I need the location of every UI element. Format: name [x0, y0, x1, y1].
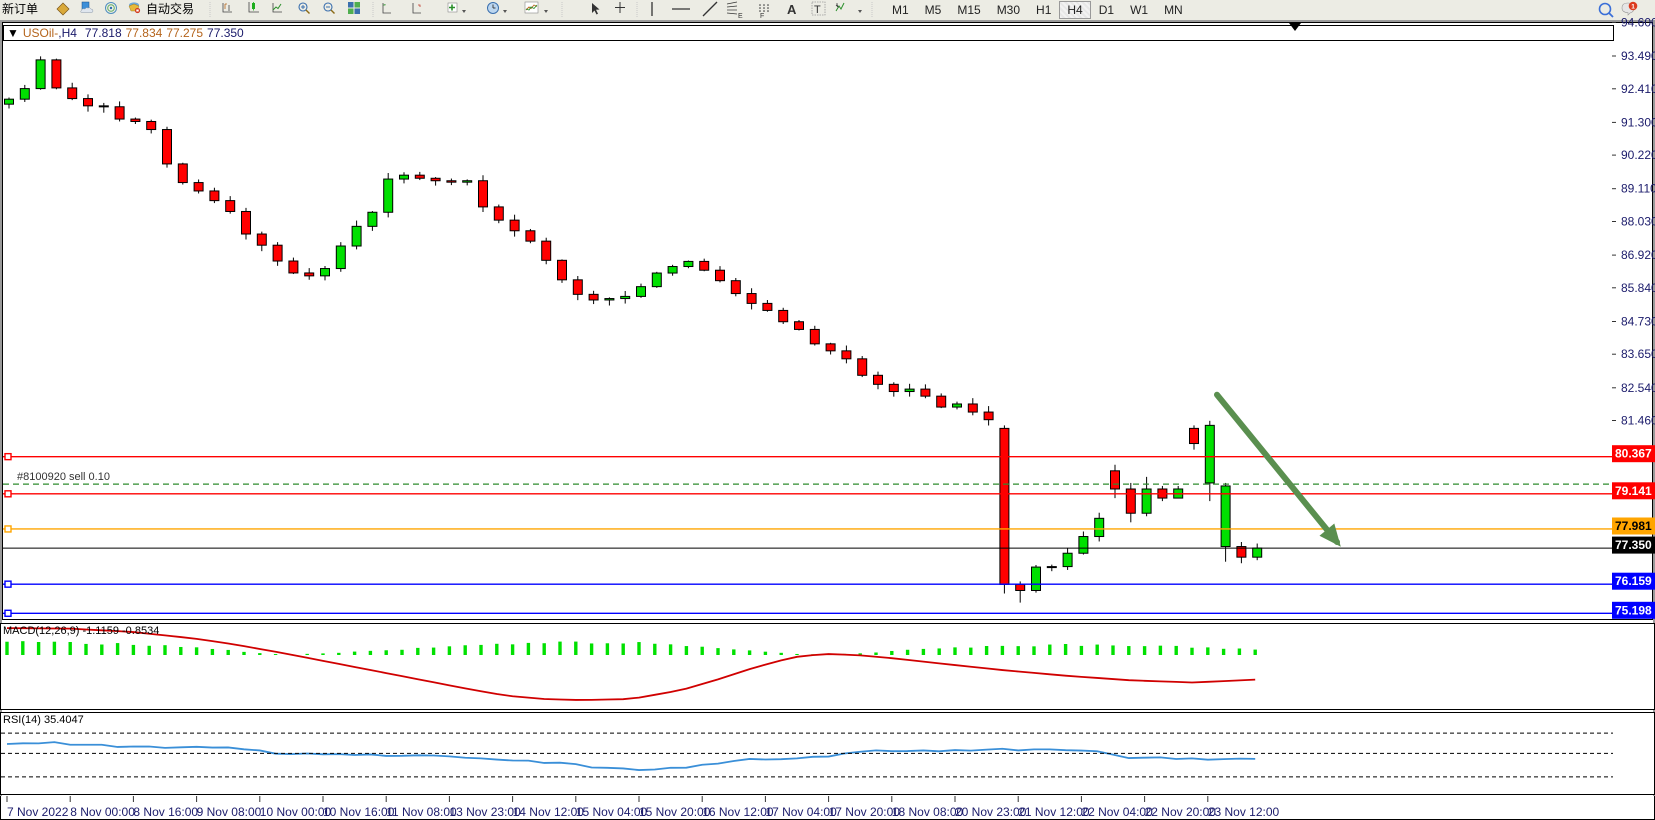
- svg-text:15 Nov 20:00: 15 Nov 20:00: [639, 805, 711, 819]
- svg-text:23 Nov 12:00: 23 Nov 12:00: [1208, 805, 1280, 819]
- svg-text:18 Nov 08:00: 18 Nov 08:00: [892, 805, 964, 819]
- svg-text:16 Nov 12:00: 16 Nov 12:00: [702, 805, 774, 819]
- svg-text:22 Nov 04:00: 22 Nov 04:00: [1081, 805, 1153, 819]
- svg-text:10 Nov 00:00: 10 Nov 00:00: [260, 805, 332, 819]
- svg-text:75.198: 75.198: [1615, 603, 1652, 617]
- svg-text:20 Nov 23:00: 20 Nov 23:00: [955, 805, 1027, 819]
- svg-text:82.540: 82.540: [1621, 381, 1655, 395]
- svg-text:81.460: 81.460: [1621, 414, 1655, 428]
- svg-text:89.110: 89.110: [1621, 182, 1655, 196]
- svg-text:83.650: 83.650: [1621, 347, 1655, 361]
- svg-text:7 Nov 2022: 7 Nov 2022: [7, 805, 69, 819]
- svg-text:21 Nov 12:00: 21 Nov 12:00: [1018, 805, 1090, 819]
- svg-text:93.490: 93.490: [1621, 49, 1655, 63]
- svg-text:92.410: 92.410: [1621, 82, 1655, 96]
- svg-text:91.300: 91.300: [1621, 115, 1655, 129]
- svg-text:9 Nov 08:00: 9 Nov 08:00: [197, 805, 262, 819]
- svg-text:86.920: 86.920: [1621, 248, 1655, 262]
- svg-text:22 Nov 20:00: 22 Nov 20:00: [1145, 805, 1217, 819]
- svg-text:77.981: 77.981: [1615, 519, 1652, 533]
- svg-text:15 Nov 04:00: 15 Nov 04:00: [576, 805, 648, 819]
- svg-text:77.350: 77.350: [1615, 538, 1652, 552]
- svg-text:88.030: 88.030: [1621, 215, 1655, 229]
- svg-text:11 Nov 08:00: 11 Nov 08:00: [386, 805, 457, 819]
- svg-text:8 Nov 16:00: 8 Nov 16:00: [133, 805, 198, 819]
- svg-text:14 Nov 12:00: 14 Nov 12:00: [513, 805, 585, 819]
- svg-text:8 Nov 00:00: 8 Nov 00:00: [70, 805, 135, 819]
- svg-text:17 Nov 04:00: 17 Nov 04:00: [765, 805, 837, 819]
- svg-text:85.840: 85.840: [1621, 281, 1655, 295]
- svg-text:79.141: 79.141: [1615, 484, 1652, 498]
- svg-text:10 Nov 16:00: 10 Nov 16:00: [323, 805, 395, 819]
- svg-text:84.730: 84.730: [1621, 315, 1655, 329]
- svg-text:13 Nov 23:00: 13 Nov 23:00: [449, 805, 521, 819]
- svg-text:94.600: 94.600: [1621, 15, 1655, 29]
- svg-text:17 Nov 20:00: 17 Nov 20:00: [829, 805, 901, 819]
- svg-text:90.220: 90.220: [1621, 148, 1655, 162]
- svg-text:76.159: 76.159: [1615, 574, 1652, 588]
- svg-text:80.367: 80.367: [1615, 447, 1652, 461]
